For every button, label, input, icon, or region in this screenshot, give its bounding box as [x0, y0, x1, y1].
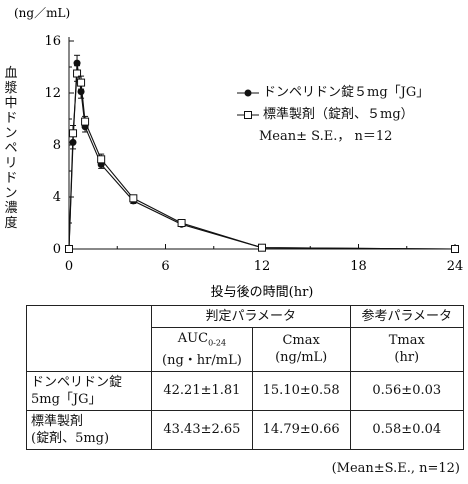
filled-circle-marker-icon — [237, 89, 259, 97]
y-unit-label: (ng／mL) — [14, 6, 70, 20]
data-point — [69, 129, 78, 138]
table-row: 標準製剤 (錠剤、5mg) 43.43±2.65 14.79±0.66 0.58… — [26, 409, 465, 450]
legend-note: Mean± S.E.， n＝12 — [259, 129, 393, 144]
legend-label-reference: 標準製剤（錠剤、５mg） — [263, 107, 414, 122]
cmax-unit: (ng/mL) — [275, 350, 328, 366]
cell-cmax: 14.79±0.66 — [251, 409, 351, 450]
cell-cmax: 15.10±0.58 — [251, 370, 351, 411]
y-tick-label: 4 — [53, 190, 61, 205]
legend-item-jg: ドンペリドン錠５mg「JG」 — [237, 82, 429, 104]
y-tick-label: 16 — [44, 34, 61, 49]
chart-ticks: 0 4 8 12 16 0 6 12 18 24 — [44, 34, 463, 274]
data-point — [129, 194, 138, 203]
chart-series — [65, 54, 459, 253]
row-header-line: 5mg「JG」 — [31, 391, 102, 407]
x-axis-title: 投与後の時間(hr) — [211, 284, 314, 300]
row-header-jg: ドンペリドン錠 5mg「JG」 — [26, 370, 152, 411]
row-header-line: ドンペリドン錠 — [31, 374, 123, 390]
x-tick-label: 12 — [254, 259, 271, 274]
cell-auc: 42.21±1.81 — [151, 370, 253, 411]
data-point — [451, 245, 459, 253]
auc-label: AUC — [177, 331, 209, 346]
data-point — [97, 155, 106, 164]
x-tick-label: 6 — [161, 259, 169, 274]
row-header-line: 標準製剤 — [31, 413, 84, 429]
concentration-chart: 0 4 8 12 16 0 6 12 18 24 (ng／mL) 投与後の時間(hr) — [14, 6, 463, 300]
y-tick-label: 12 — [44, 86, 61, 101]
y-tick-label: 0 — [53, 242, 61, 257]
auc-unit: (ng・hr/mL) — [162, 352, 242, 368]
table-row: ドンペリドン錠 5mg「JG」 42.21±1.81 15.10±0.58 0.… — [26, 370, 465, 411]
chart-legend: ドンペリドン錠５mg「JG」 標準製剤（錠剤、５mg） Mean± S.E.， … — [237, 82, 429, 148]
series-1 — [65, 65, 459, 253]
auc-subscript: 0-24 — [208, 338, 227, 348]
column-header-tmax: Tmax (hr) — [349, 327, 465, 372]
group-header-judge: 判定パラメータ — [151, 305, 351, 328]
data-point — [65, 245, 73, 253]
tmax-unit: (hr) — [394, 350, 420, 366]
y-tick-label: 8 — [53, 138, 61, 153]
table-corner — [26, 305, 152, 372]
data-point — [73, 69, 82, 78]
cell-tmax: 0.58±0.04 — [349, 409, 465, 450]
tmax-label: Tmax — [388, 333, 425, 349]
group-header-reference: 参考パラメータ — [349, 305, 465, 328]
column-header-cmax: Cmax (ng/mL) — [251, 327, 351, 372]
cmax-label: Cmax — [282, 333, 320, 349]
open-square-marker-icon — [237, 111, 259, 119]
cell-tmax: 0.56±0.03 — [349, 370, 465, 411]
x-tick-label: 24 — [447, 259, 464, 274]
row-header-line: (錠剤、5mg) — [31, 430, 110, 446]
x-tick-label: 18 — [350, 259, 367, 274]
x-tick-label: 0 — [65, 259, 73, 274]
data-point — [81, 117, 90, 126]
y-axis-title: 血漿中ドンペリドン濃度 — [4, 66, 18, 231]
legend-label-jg: ドンペリドン錠５mg「JG」 — [263, 85, 430, 100]
table-footnote: (Mean±S.E., n=12) — [331, 461, 460, 476]
data-point — [73, 59, 81, 67]
data-point — [258, 243, 266, 252]
data-point — [177, 219, 186, 227]
data-point — [77, 78, 86, 87]
column-header-auc: AUC0-24 (ng・hr/mL) — [151, 327, 253, 372]
cell-auc: 43.43±2.65 — [151, 409, 253, 450]
row-header-reference: 標準製剤 (錠剤、5mg) — [26, 409, 152, 450]
series-line — [68, 73, 456, 250]
data-point — [77, 88, 85, 96]
legend-item-reference: 標準製剤（錠剤、５mg） — [237, 104, 429, 126]
parameter-table: 判定パラメータ 参考パラメータ AUC0-24 (ng・hr/mL) Cmax … — [26, 305, 465, 450]
